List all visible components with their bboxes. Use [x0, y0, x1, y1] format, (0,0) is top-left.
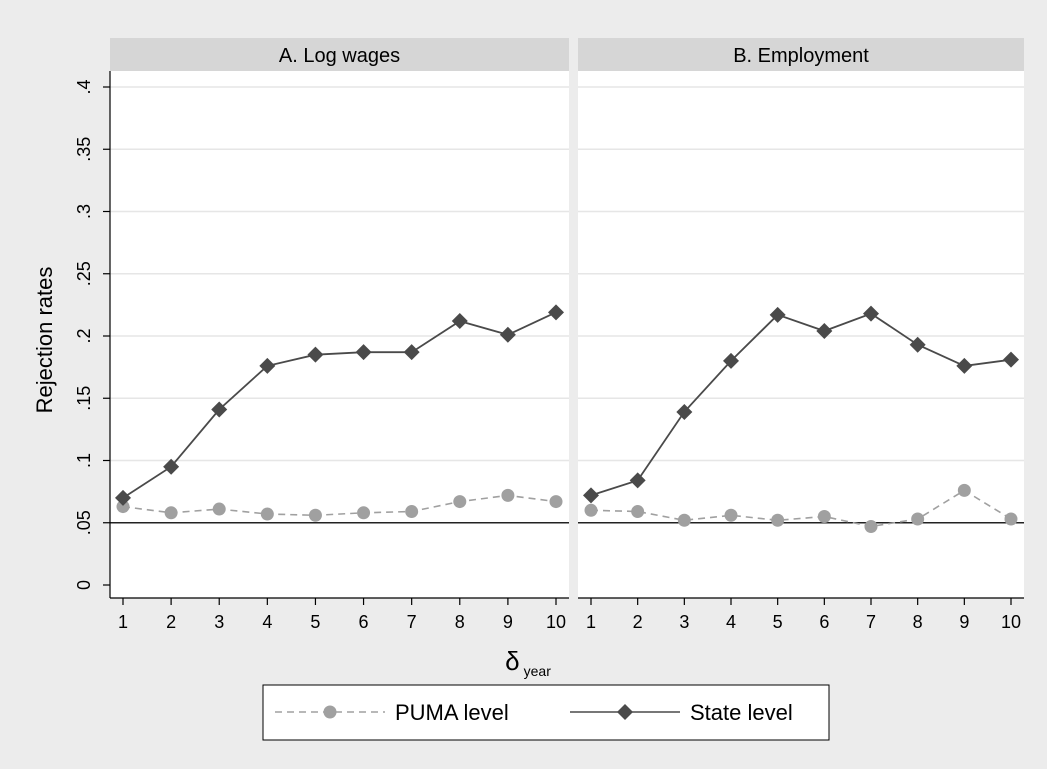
point-state-level — [909, 336, 926, 353]
point-puma-level — [584, 503, 598, 517]
panel-title: B. Employment — [733, 45, 869, 67]
x-tick-label: 6 — [359, 612, 369, 632]
point-state-level — [863, 305, 879, 322]
point-puma-level — [357, 506, 371, 520]
x-tick-label: 10 — [546, 612, 566, 632]
panel-header — [110, 38, 569, 71]
point-state-level — [583, 487, 599, 504]
panel-title: A. Log wages — [279, 45, 400, 67]
panel-a: A. Log wages 1 2 3 4 5 6 7 8 9 10 0 .05 .1 .15 .2 .25 .3.… — [74, 38, 569, 632]
point-state-level — [403, 344, 420, 361]
y-axis-title: Rejection rates — [32, 267, 57, 414]
point-puma-level — [308, 508, 322, 522]
x-tick-label: 6 — [819, 612, 829, 632]
x-tick-label: 10 — [1001, 612, 1021, 632]
y-tick-label: .3 — [74, 204, 94, 219]
point-state-level — [723, 352, 739, 369]
point-puma-level — [405, 505, 419, 519]
point-state-level — [499, 326, 516, 343]
point-state-level — [259, 357, 276, 374]
x-tick-label: 1 — [118, 612, 128, 632]
point-state-level — [355, 344, 372, 361]
point-puma-level — [501, 488, 515, 502]
point-puma-level — [677, 513, 691, 527]
point-state-level — [163, 458, 180, 475]
y-tick-label: .15 — [74, 386, 94, 411]
x-axis-title: δ year — [505, 646, 551, 679]
point-state-level — [956, 357, 973, 374]
point-state-level — [115, 489, 131, 506]
panel-b: B. Employment 1 2 3 4 5 6 7 8 9 10 — [578, 38, 1024, 632]
x-tick-label: 3 — [214, 612, 224, 632]
legend-item-puma-level: PUMA level — [275, 700, 509, 725]
panels: A. Log wages 1 2 3 4 5 6 7 8 9 10 0 .05 .1 .15 .2 .25 .3.… — [74, 38, 1024, 632]
y-tick-label: .1 — [74, 453, 94, 468]
x-tick-label: 7 — [407, 612, 417, 632]
legend-item-state-level: State level — [570, 700, 793, 725]
point-state-level — [816, 323, 833, 340]
x-tick-label: 2 — [166, 612, 176, 632]
point-puma-level — [116, 500, 130, 514]
point-puma-level — [1004, 512, 1018, 526]
x-tick-label: 5 — [773, 612, 783, 632]
point-puma-level — [631, 505, 645, 519]
legend-label: PUMA level — [395, 700, 509, 725]
point-state-level — [451, 313, 468, 330]
point-puma-level — [864, 519, 878, 533]
point-state-level — [211, 401, 228, 418]
legend-box — [262, 684, 830, 741]
point-state-level — [307, 346, 324, 363]
plot-area — [110, 71, 569, 598]
x-tick-label: 8 — [913, 612, 923, 632]
y-tick-label: 0 — [74, 580, 94, 590]
x-tick-label: 7 — [866, 612, 876, 632]
y-tick-label: .05 — [74, 510, 94, 535]
x-tick-label: 4 — [726, 612, 736, 632]
point-puma-level — [911, 512, 925, 526]
series-line-state-level — [590, 312, 1012, 497]
point-puma-level — [164, 506, 178, 520]
y-tick-label: .2 — [74, 328, 94, 343]
point-puma-level — [453, 495, 467, 509]
x-axis-title-subscript: year — [524, 663, 552, 679]
legend-marker — [323, 705, 337, 719]
point-puma-level — [212, 502, 226, 516]
legend-marker — [617, 704, 633, 720]
x-tick-label: 2 — [633, 612, 643, 632]
y-tick-label: .35 — [74, 137, 94, 162]
point-state-level — [1003, 351, 1019, 368]
x-tick-label: 3 — [679, 612, 689, 632]
point-state-level — [769, 306, 786, 323]
x-tick-label: 9 — [503, 612, 513, 632]
y-tick-label: .4 — [74, 79, 94, 94]
point-puma-level — [771, 513, 785, 527]
legend: PUMA level State level — [262, 684, 830, 741]
series-line-puma-level — [122, 494, 557, 517]
plot-area — [578, 71, 1024, 598]
point-state-level — [676, 403, 693, 420]
series-line-state-level — [122, 311, 557, 499]
point-puma-level — [260, 507, 274, 521]
x-tick-label: 8 — [455, 612, 465, 632]
x-tick-label: 9 — [959, 612, 969, 632]
point-puma-level — [549, 495, 563, 509]
point-puma-level — [957, 483, 971, 497]
point-state-level — [548, 304, 564, 321]
x-tick-label: 1 — [586, 612, 596, 632]
panel-header — [578, 38, 1024, 71]
point-puma-level — [724, 508, 738, 522]
point-state-level — [629, 472, 646, 489]
point-puma-level — [817, 510, 831, 524]
y-tick-label: .25 — [74, 261, 94, 286]
legend-label: State level — [690, 700, 793, 725]
x-tick-label: 4 — [262, 612, 272, 632]
x-tick-label: 5 — [310, 612, 320, 632]
x-axis-title-symbol: δ — [505, 646, 519, 676]
